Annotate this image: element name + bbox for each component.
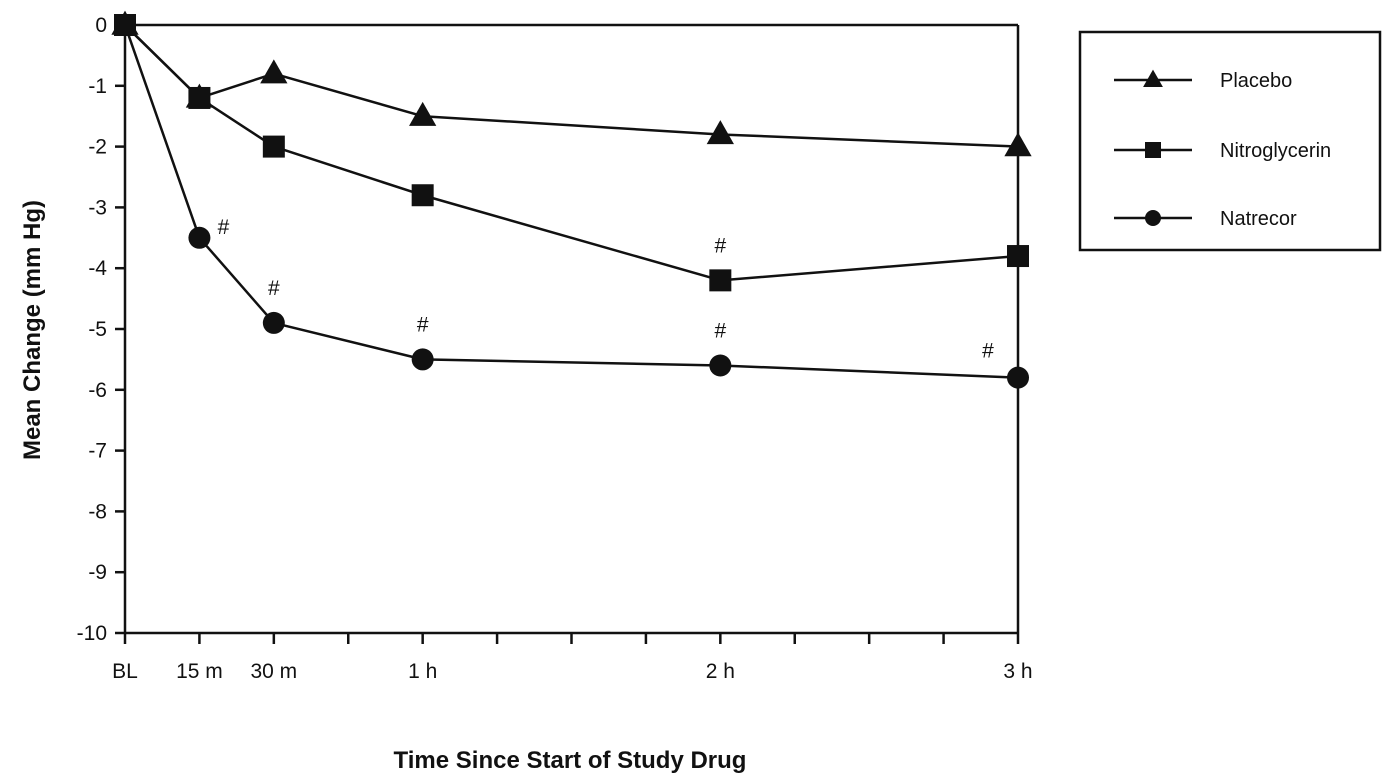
data-point-placebo — [1004, 132, 1032, 157]
y-tick-label: -9 — [88, 561, 107, 584]
y-tick-label: -4 — [88, 257, 107, 280]
x-tick-label: 15 m — [176, 660, 223, 683]
data-point-natrecor — [709, 354, 732, 377]
y-tick-label: -10 — [77, 622, 107, 645]
significance-marker: # — [417, 313, 429, 336]
legend: Placebo Nitroglycerin Natrecor — [1078, 30, 1382, 252]
x-axis-title: Time Since Start of Study Drug — [394, 747, 747, 774]
y-tick-label: -2 — [88, 136, 107, 159]
legend-label-placebo: Placebo — [1220, 70, 1292, 92]
data-point-placebo — [260, 59, 288, 84]
significance-marker: # — [982, 340, 994, 363]
legend-marker-nitroglycerin — [1145, 142, 1161, 158]
legend-label-nitroglycerin: Nitroglycerin — [1220, 140, 1331, 162]
legend-marker-placebo — [1143, 69, 1163, 88]
y-tick-label: -8 — [88, 500, 107, 523]
data-point-nitroglycerin — [188, 86, 211, 109]
legend-box — [1078, 30, 1382, 252]
y-tick-label: -1 — [88, 75, 107, 98]
significance-marker: # — [714, 234, 726, 257]
legend-marker-natrecor — [1145, 210, 1161, 226]
data-point-nitroglycerin — [1007, 245, 1029, 268]
x-tick-label: 2 h — [706, 660, 735, 683]
x-tick-label: BL — [112, 660, 138, 683]
y-tick-label: -3 — [88, 196, 107, 219]
significance-marker: # — [218, 216, 230, 239]
series-line-nitroglycerin — [124, 24, 1019, 282]
data-point-nitroglycerin — [709, 269, 732, 292]
y-tick-label: -6 — [88, 379, 107, 402]
x-tick-label: 30 m — [250, 660, 297, 683]
y-axis-title: Mean Change (mm Hg) — [19, 200, 46, 460]
data-point-placebo — [706, 120, 734, 145]
legend-label-natrecor: Natrecor — [1220, 208, 1297, 230]
data-point-natrecor — [1007, 366, 1029, 389]
y-tick-label: 0 — [95, 14, 107, 37]
data-point-natrecor — [262, 311, 285, 334]
data-point-natrecor — [188, 226, 211, 249]
data-point-natrecor — [114, 14, 136, 36]
y-tick-label: -5 — [88, 318, 107, 341]
x-tick-label: 3 h — [1003, 660, 1032, 683]
y-tick-label: -7 — [88, 440, 107, 463]
series-lines — [123, 24, 1019, 379]
series-line-natrecor — [123, 24, 1019, 379]
data-point-natrecor — [411, 348, 434, 371]
significance-marker: # — [714, 319, 726, 342]
series-markers — [111, 10, 1032, 389]
data-point-nitroglycerin — [411, 184, 434, 207]
significance-marker: # — [268, 277, 280, 300]
series-line-placebo — [124, 24, 1019, 148]
data-point-placebo — [409, 101, 437, 126]
data-point-nitroglycerin — [262, 135, 285, 158]
annotations: # # # # # # — [218, 216, 995, 363]
x-tick-label: 1 h — [408, 660, 437, 683]
